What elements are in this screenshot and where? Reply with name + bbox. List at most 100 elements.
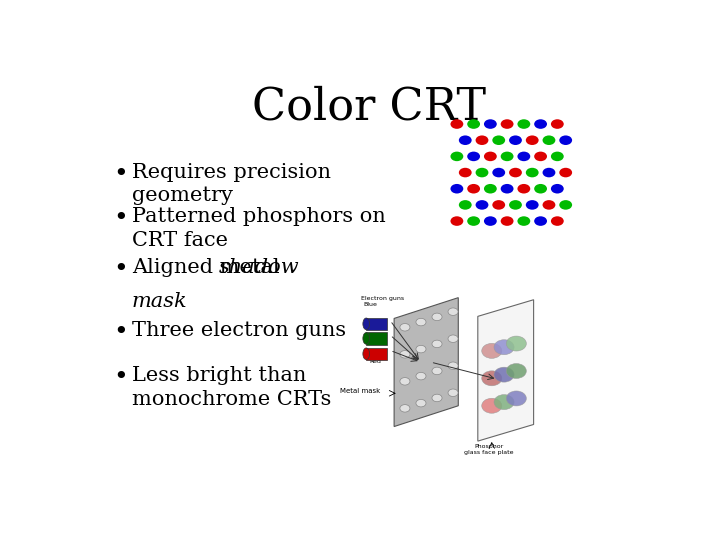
Circle shape xyxy=(400,404,410,412)
Circle shape xyxy=(551,184,564,193)
Circle shape xyxy=(543,168,555,177)
Circle shape xyxy=(509,168,522,177)
Circle shape xyxy=(526,200,539,210)
Text: •: • xyxy=(114,321,128,343)
Circle shape xyxy=(400,377,410,385)
Text: Requires precision
geometry: Requires precision geometry xyxy=(132,163,331,205)
Text: •: • xyxy=(114,207,128,230)
Polygon shape xyxy=(394,298,459,427)
Circle shape xyxy=(432,394,442,402)
Text: •: • xyxy=(114,258,128,281)
Circle shape xyxy=(451,119,463,129)
Circle shape xyxy=(551,119,564,129)
Circle shape xyxy=(534,184,547,193)
Circle shape xyxy=(526,168,539,177)
Ellipse shape xyxy=(363,333,369,344)
Circle shape xyxy=(492,200,505,210)
Circle shape xyxy=(506,336,526,351)
Circle shape xyxy=(448,362,458,369)
Circle shape xyxy=(518,119,530,129)
Text: Less bright than
monochrome CRTs: Less bright than monochrome CRTs xyxy=(132,366,331,409)
Circle shape xyxy=(432,367,442,375)
Circle shape xyxy=(500,152,513,161)
Circle shape xyxy=(416,346,426,353)
Circle shape xyxy=(484,217,497,226)
Text: Metal mask: Metal mask xyxy=(340,388,380,394)
Text: Three electron guns: Three electron guns xyxy=(132,321,346,340)
Circle shape xyxy=(518,184,530,193)
Circle shape xyxy=(494,340,514,355)
Text: shadow: shadow xyxy=(218,258,299,277)
Circle shape xyxy=(467,184,480,193)
Circle shape xyxy=(476,136,488,145)
Circle shape xyxy=(500,119,513,129)
Bar xyxy=(366,332,387,345)
Circle shape xyxy=(500,217,513,226)
Ellipse shape xyxy=(363,348,369,360)
Circle shape xyxy=(448,389,458,396)
Circle shape xyxy=(494,395,514,409)
Text: •: • xyxy=(114,366,128,389)
Circle shape xyxy=(492,168,505,177)
Circle shape xyxy=(416,319,426,326)
Circle shape xyxy=(559,200,572,210)
Circle shape xyxy=(526,136,539,145)
Circle shape xyxy=(451,152,463,161)
Circle shape xyxy=(509,136,522,145)
Circle shape xyxy=(432,340,442,348)
Circle shape xyxy=(484,119,497,129)
Circle shape xyxy=(467,152,480,161)
Circle shape xyxy=(482,399,502,413)
Bar xyxy=(366,348,387,360)
Text: Electron guns: Electron guns xyxy=(361,296,404,301)
Circle shape xyxy=(484,184,497,193)
Circle shape xyxy=(448,335,458,342)
Circle shape xyxy=(459,200,472,210)
Circle shape xyxy=(451,184,463,193)
Circle shape xyxy=(506,363,526,379)
Text: •: • xyxy=(114,163,128,186)
Circle shape xyxy=(482,371,502,386)
Circle shape xyxy=(494,367,514,382)
Circle shape xyxy=(432,313,442,321)
Circle shape xyxy=(500,184,513,193)
Circle shape xyxy=(476,200,488,210)
Circle shape xyxy=(518,152,530,161)
Text: Green: Green xyxy=(369,321,388,327)
Circle shape xyxy=(509,200,522,210)
Text: Red: Red xyxy=(369,359,381,364)
Circle shape xyxy=(534,119,547,129)
Circle shape xyxy=(416,400,426,407)
Circle shape xyxy=(459,168,472,177)
Ellipse shape xyxy=(363,318,369,329)
Circle shape xyxy=(467,119,480,129)
Circle shape xyxy=(400,350,410,358)
Text: Phosphor
glass face plate: Phosphor glass face plate xyxy=(464,444,514,455)
Circle shape xyxy=(484,152,497,161)
Circle shape xyxy=(551,217,564,226)
Circle shape xyxy=(543,136,555,145)
Circle shape xyxy=(534,152,547,161)
Circle shape xyxy=(534,217,547,226)
Circle shape xyxy=(459,136,472,145)
Polygon shape xyxy=(478,300,534,441)
Text: mask: mask xyxy=(132,292,187,311)
Circle shape xyxy=(492,136,505,145)
Circle shape xyxy=(551,152,564,161)
Circle shape xyxy=(476,168,488,177)
Circle shape xyxy=(506,391,526,406)
Circle shape xyxy=(467,217,480,226)
Bar xyxy=(366,318,387,330)
Circle shape xyxy=(559,136,572,145)
Circle shape xyxy=(543,200,555,210)
Circle shape xyxy=(416,373,426,380)
Circle shape xyxy=(448,308,458,315)
Circle shape xyxy=(559,168,572,177)
Circle shape xyxy=(482,343,502,359)
Text: Blue: Blue xyxy=(364,302,377,307)
Text: Aligned metal: Aligned metal xyxy=(132,258,286,277)
Circle shape xyxy=(451,217,463,226)
Circle shape xyxy=(518,217,530,226)
Text: Patterned phosphors on
CRT face: Patterned phosphors on CRT face xyxy=(132,207,386,249)
Circle shape xyxy=(400,323,410,331)
